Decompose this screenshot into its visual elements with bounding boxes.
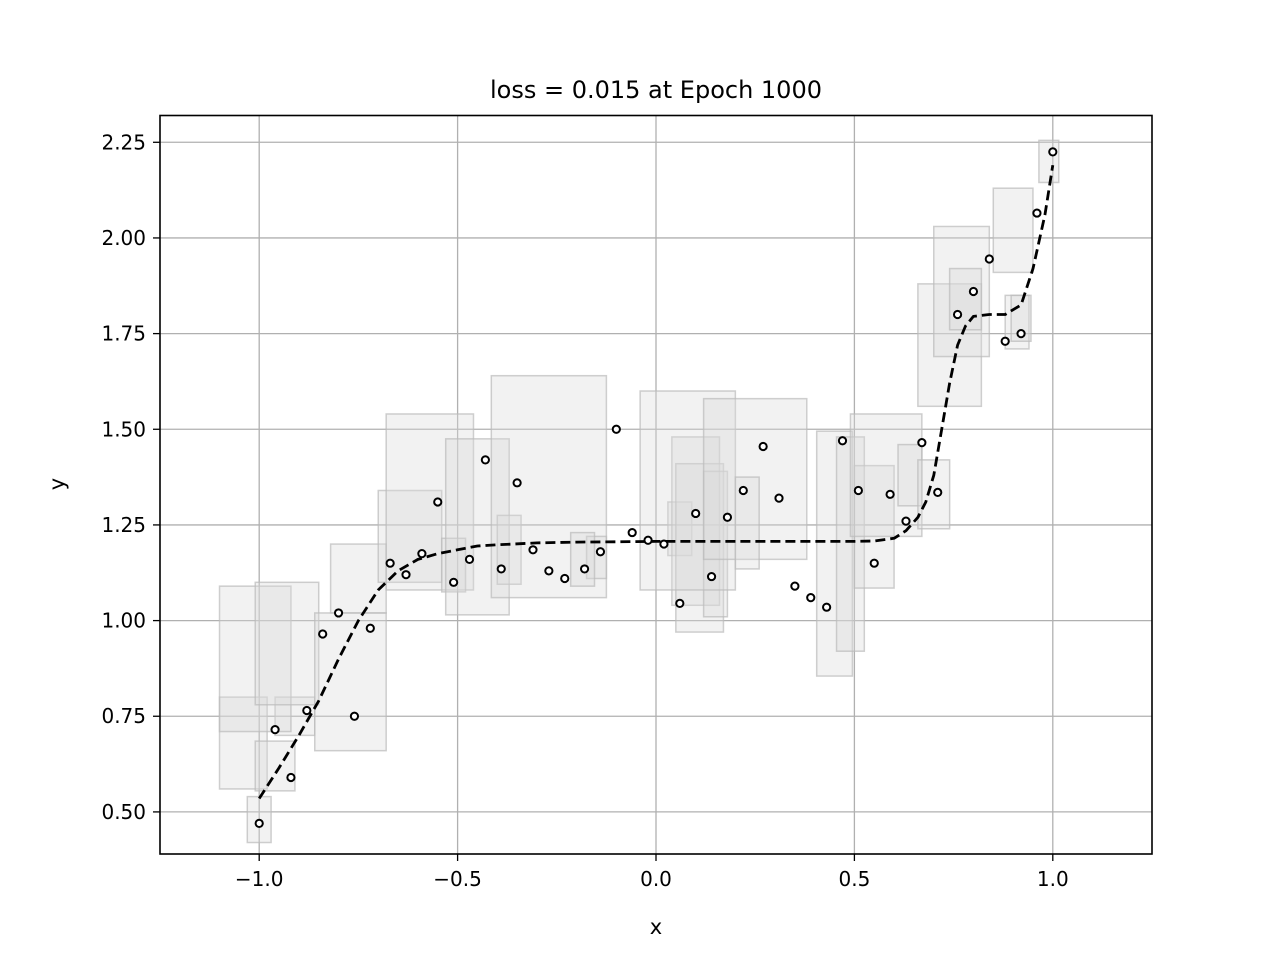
uncertainty-box bbox=[702, 397, 808, 561]
data-points bbox=[254, 147, 1058, 828]
uncertainty-box bbox=[254, 740, 296, 792]
data-point bbox=[885, 489, 895, 499]
uncertainty-box bbox=[933, 225, 991, 358]
x-axis-label: x bbox=[650, 915, 662, 939]
y-tick-label: 1.75 bbox=[101, 322, 146, 346]
data-point bbox=[417, 549, 427, 559]
uncertainty-box bbox=[992, 187, 1034, 274]
y-tick-label: 0.50 bbox=[101, 800, 146, 824]
x-axis: −1.0 −0.5 0.0 0.5 1.0 bbox=[235, 854, 1069, 891]
data-point bbox=[1048, 147, 1058, 157]
data-point bbox=[869, 558, 879, 568]
data-point bbox=[270, 725, 280, 735]
data-point bbox=[774, 493, 784, 503]
uncertainty-box bbox=[849, 413, 923, 538]
data-point bbox=[952, 309, 963, 320]
y-tick-label: 1.00 bbox=[101, 609, 146, 633]
data-point bbox=[822, 602, 832, 612]
y-tick-label: 2.00 bbox=[101, 226, 146, 250]
y-tick-label: 0.75 bbox=[101, 704, 146, 728]
x-tick-label: 0.0 bbox=[640, 867, 672, 891]
data-point bbox=[984, 254, 994, 264]
uncertainty-box bbox=[218, 696, 268, 790]
data-point bbox=[302, 705, 312, 716]
fit-curve-layer bbox=[258, 164, 1055, 800]
data-point bbox=[837, 436, 848, 446]
data-point bbox=[595, 547, 606, 557]
data-point bbox=[496, 564, 506, 574]
error-boxes bbox=[218, 139, 1060, 844]
y-axis: 0.50 0.75 1.00 1.25 1.50 1.75 2.00 2.25 bbox=[101, 130, 160, 824]
data-point bbox=[512, 478, 522, 488]
data-point bbox=[349, 711, 360, 721]
data-point bbox=[528, 545, 538, 555]
uncertainty-box bbox=[385, 413, 475, 591]
data-point bbox=[722, 512, 733, 522]
data-point bbox=[449, 577, 459, 587]
data-point bbox=[318, 629, 328, 639]
uncertainty-box bbox=[254, 581, 320, 706]
data-point bbox=[853, 485, 863, 496]
x-tick-label: 1.0 bbox=[1037, 867, 1069, 891]
uncertainty-box bbox=[274, 696, 316, 737]
uncertainty-box bbox=[948, 267, 983, 331]
data-point bbox=[333, 608, 344, 618]
data-point bbox=[385, 558, 395, 568]
data-point bbox=[917, 438, 927, 448]
data-point bbox=[464, 554, 475, 564]
data-point bbox=[544, 566, 554, 576]
data-point bbox=[758, 441, 768, 452]
data-point bbox=[806, 593, 816, 603]
data-point bbox=[560, 573, 570, 584]
data-point bbox=[643, 535, 653, 545]
fit-curve bbox=[258, 164, 1055, 800]
data-point bbox=[480, 455, 490, 465]
uncertainty-box bbox=[815, 430, 854, 677]
y-tick-label: 1.50 bbox=[101, 417, 146, 441]
data-point bbox=[365, 623, 375, 633]
data-point bbox=[675, 598, 685, 608]
y-axis-label: y bbox=[45, 478, 69, 490]
data-point bbox=[286, 772, 296, 783]
data-point bbox=[627, 527, 637, 538]
data-point bbox=[901, 516, 911, 526]
x-tick-label: −0.5 bbox=[433, 867, 482, 891]
data-point bbox=[401, 570, 411, 580]
data-point bbox=[691, 508, 701, 519]
data-point bbox=[579, 564, 590, 574]
data-point bbox=[254, 818, 264, 828]
chart-title: loss = 0.015 at Epoch 1000 bbox=[490, 76, 822, 104]
data-point bbox=[1016, 329, 1026, 339]
data-point bbox=[706, 571, 717, 582]
data-point bbox=[659, 539, 669, 549]
grid bbox=[160, 115, 1152, 854]
uncertainty-box bbox=[329, 543, 387, 614]
uncertainty-box bbox=[1038, 139, 1060, 184]
x-tick-label: −1.0 bbox=[235, 867, 284, 891]
data-point bbox=[433, 497, 443, 507]
data-point bbox=[968, 286, 979, 297]
data-point bbox=[1032, 208, 1042, 218]
data-point bbox=[790, 581, 800, 591]
y-tick-label: 2.25 bbox=[101, 130, 146, 154]
x-tick-label: 0.5 bbox=[838, 867, 870, 891]
data-point bbox=[611, 424, 621, 434]
data-point bbox=[933, 487, 943, 498]
uncertainty-box bbox=[569, 531, 596, 587]
data-point bbox=[738, 485, 748, 496]
y-tick-label: 1.25 bbox=[101, 513, 146, 537]
uncertainty-box bbox=[639, 390, 737, 591]
uncertainty-box bbox=[585, 535, 608, 580]
uncertainty-box bbox=[897, 443, 923, 507]
uncertainty-box bbox=[734, 476, 760, 570]
data-point bbox=[1000, 336, 1010, 346]
